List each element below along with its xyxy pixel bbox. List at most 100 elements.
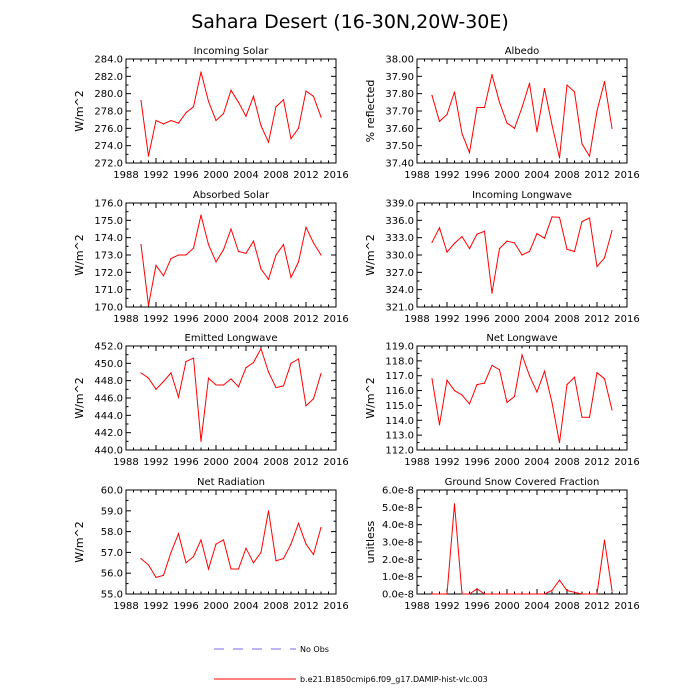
x-tick-label: 1996: [464, 457, 489, 468]
data-point: [245, 547, 247, 549]
plot-frame: [416, 345, 628, 451]
y-axis-label: unitless: [364, 520, 377, 563]
data-point: [461, 593, 463, 595]
data-point: [222, 539, 225, 541]
data-point: [155, 576, 157, 578]
data-point: [506, 240, 508, 242]
y-tick-label: 37.60: [385, 124, 414, 135]
x-tick-label: 1988: [404, 601, 429, 612]
data-point: [558, 441, 561, 444]
data-point: [438, 424, 441, 426]
data-point: [192, 555, 195, 558]
x-tick-label: 2000: [494, 601, 519, 612]
x-tick-label: 2012: [584, 601, 609, 612]
y-tick-label: 171.0: [94, 285, 123, 296]
y-tick-label: 5.0e-8: [382, 503, 414, 514]
data-point: [245, 252, 247, 254]
y-tick-label: 333.0: [385, 233, 414, 244]
x-tick-label: 2012: [293, 314, 318, 325]
data-point: [200, 71, 202, 73]
data-point: [267, 141, 270, 143]
x-tick-label: 1996: [173, 601, 198, 612]
panel-title: Net Radiation: [197, 477, 265, 488]
y-tick-label: 3.0e-8: [382, 538, 414, 549]
x-tick-label: 2000: [203, 601, 228, 612]
x-tick-label: 2004: [233, 601, 258, 612]
data-point: [596, 265, 598, 268]
data-point: [566, 84, 568, 86]
panels: Incoming Solar 1988 1992 1996 2000 2004 2008 20…: [73, 46, 640, 612]
panel-title: Incoming Longwave: [472, 190, 572, 201]
data-point: [170, 372, 172, 374]
y-tick-label: 4.0e-8: [382, 520, 414, 531]
x-tick-label: 2004: [524, 170, 549, 181]
y-axis-label: % reflected: [364, 80, 377, 143]
data-point: [200, 539, 202, 541]
data-point: [573, 376, 576, 378]
y-tick-label: 38.00: [385, 55, 414, 66]
x-tick-label: 2008: [554, 170, 579, 181]
data-point: [611, 589, 613, 592]
data-point: [528, 375, 531, 377]
y-tick-label: 119.0: [385, 342, 414, 353]
data-point: [170, 257, 172, 260]
data-point: [581, 220, 583, 223]
x-tick-label: 1992: [143, 457, 168, 468]
x-tick-label: 2012: [293, 457, 318, 468]
x-tick-label: 2000: [494, 170, 519, 181]
plot-frame: [125, 202, 337, 308]
y-tick-label: 37.70: [385, 107, 414, 118]
y-tick-label: 280.0: [94, 89, 123, 100]
data-point: [140, 244, 142, 246]
y-tick-label: 450.0: [94, 359, 123, 370]
data-point: [438, 120, 441, 122]
x-tick-label: 1988: [404, 314, 429, 325]
data-point: [611, 127, 613, 129]
y-tick-label: 174.0: [94, 233, 123, 244]
series-line: [431, 352, 613, 443]
x-tick-label: 1988: [113, 314, 138, 325]
x-tick-label: 1992: [143, 314, 168, 325]
y-axis-label: W/m^2: [73, 377, 86, 419]
x-tick-label: 2016: [614, 601, 639, 612]
data-point: [521, 106, 523, 109]
data-point: [506, 401, 508, 404]
data-point: [297, 522, 300, 524]
data-point: [453, 389, 456, 392]
panel-title: Emitted Longwave: [185, 333, 278, 344]
x-tick-label: 2016: [323, 314, 348, 325]
data-point: [282, 385, 285, 387]
data-point: [237, 386, 240, 388]
data-point: [305, 543, 307, 545]
data-point: [162, 123, 165, 125]
data-point: [611, 409, 613, 411]
x-tick-label: 2016: [323, 457, 348, 468]
x-tick-label: 2004: [524, 314, 549, 325]
data-point: [260, 125, 262, 127]
y-tick-label: 59.0: [101, 506, 123, 517]
data-point: [596, 593, 598, 595]
y-axis-label: W/m^2: [73, 90, 86, 132]
data-point: [305, 226, 307, 228]
x-tick-label: 1988: [113, 457, 138, 468]
y-tick-label: 114.0: [385, 416, 414, 427]
data-point: [543, 593, 546, 595]
y-axis-label: W/m^2: [364, 234, 377, 276]
y-axis-label: W/m^2: [73, 521, 86, 563]
y-tick-label: 56.0: [101, 569, 123, 580]
x-tick-label: 1992: [434, 601, 459, 612]
data-point: [543, 237, 546, 239]
data-point: [536, 131, 538, 133]
y-tick-label: 60.0: [101, 486, 123, 497]
data-point: [566, 384, 568, 386]
y-tick-label: 176.0: [94, 199, 123, 210]
series-line: [140, 510, 322, 578]
x-tick-label: 2012: [293, 601, 318, 612]
x-tick-label: 1992: [434, 457, 459, 468]
data-point: [207, 244, 210, 246]
data-point: [162, 380, 165, 383]
data-point: [185, 562, 187, 564]
y-tick-label: 330.0: [385, 251, 414, 262]
data-point: [177, 533, 180, 535]
panel-title: Incoming Solar: [194, 46, 270, 57]
